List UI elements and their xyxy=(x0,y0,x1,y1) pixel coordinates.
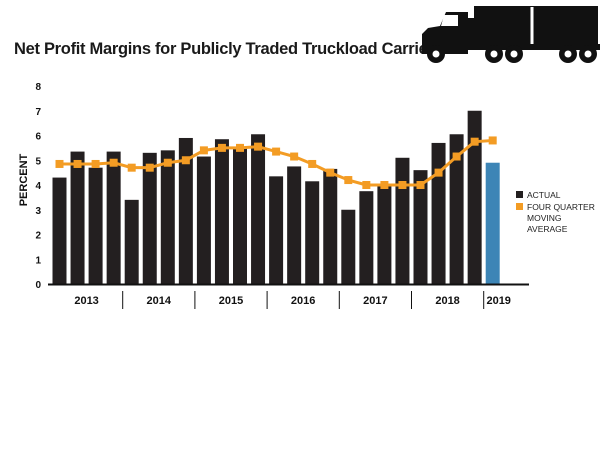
bar-2017-q3 xyxy=(377,185,392,284)
bar-2018-q3 xyxy=(449,134,464,284)
y-tick-label: 0 xyxy=(35,280,41,291)
moving-average-marker xyxy=(452,152,461,161)
bar-2015-q3 xyxy=(233,147,247,284)
moving-average-marker xyxy=(73,159,82,168)
moving-average-marker xyxy=(326,168,335,177)
bar-2014-q3 xyxy=(160,150,175,284)
bar-2015-q1 xyxy=(196,156,211,284)
bar-2017-q1 xyxy=(341,209,356,284)
moving-average-marker xyxy=(181,156,190,165)
moving-average-marker xyxy=(470,137,479,146)
y-tick-label: 6 xyxy=(35,132,41,143)
x-year-label-2013: 2013 xyxy=(74,295,98,307)
legend-moving-average: FOUR QUARTER MOVING AVERAGE xyxy=(516,202,600,235)
moving-average-marker xyxy=(308,159,317,168)
bar-2014-q4 xyxy=(178,137,193,284)
moving-average-marker xyxy=(290,152,299,161)
moving-average-marker xyxy=(254,142,263,151)
moving-average-marker xyxy=(199,146,208,155)
legend-average-label-2: MOVING AVERAGE xyxy=(527,213,568,234)
moving-average-marker xyxy=(416,181,425,189)
y-tick-label: 1 xyxy=(35,255,41,266)
bar-2016-q3 xyxy=(305,181,320,284)
bar-2018-q4 xyxy=(467,110,482,284)
legend-actual-swatch xyxy=(516,191,523,198)
bar-2015-q4 xyxy=(251,134,266,284)
moving-average-marker xyxy=(344,176,353,185)
moving-average-marker xyxy=(163,158,172,167)
bar-2014-q1 xyxy=(124,199,139,284)
moving-average-marker xyxy=(362,181,371,189)
moving-average-marker xyxy=(91,159,100,168)
y-tick-label: 5 xyxy=(35,156,41,167)
bar-2013-q3 xyxy=(88,167,103,284)
moving-average-marker xyxy=(434,168,443,177)
moving-average-marker xyxy=(398,181,407,189)
bar-2013-q2 xyxy=(70,151,85,284)
x-year-label-2014: 2014 xyxy=(147,295,172,307)
moving-average-marker xyxy=(272,147,281,156)
bar-2018-q2 xyxy=(431,142,446,284)
legend-average-swatch xyxy=(516,203,523,210)
moving-average-marker xyxy=(217,143,226,152)
x-year-label-2019: 2019 xyxy=(486,295,510,307)
chart-title: Net Profit Margins for Publicly Traded T… xyxy=(14,40,443,58)
moving-average-marker xyxy=(488,136,497,145)
bar-2013-q4 xyxy=(106,151,121,284)
moving-average-marker xyxy=(236,143,244,152)
bar-2016-q4 xyxy=(323,168,338,284)
y-tick-label: 3 xyxy=(35,206,41,217)
moving-average-marker xyxy=(55,159,64,168)
bar-2013-q1 xyxy=(52,177,67,284)
x-year-label-2015: 2015 xyxy=(219,295,243,307)
y-tick-label: 2 xyxy=(35,231,41,242)
bar-2017-q4 xyxy=(395,157,410,284)
legend-actual: ACTUAL xyxy=(516,190,561,201)
bar-2014-q2 xyxy=(142,152,157,284)
bar-2016-q1 xyxy=(269,176,284,284)
moving-average-marker xyxy=(109,158,118,167)
moving-average-marker xyxy=(127,163,136,172)
legend-average-label-1: FOUR QUARTER xyxy=(527,202,595,212)
truck-icon xyxy=(422,6,600,63)
bar-2016-q2 xyxy=(287,166,302,284)
legend-actual-label: ACTUAL xyxy=(527,190,561,200)
bar-2018-q1 xyxy=(413,170,428,284)
y-tick-label: 4 xyxy=(35,181,41,192)
moving-average-marker xyxy=(145,163,154,172)
y-tick-label: 7 xyxy=(35,107,41,118)
bar-2015-q2 xyxy=(214,139,229,284)
bar-2017-q2 xyxy=(359,191,374,284)
y-tick-label: 8 xyxy=(35,82,41,93)
moving-average-marker xyxy=(380,181,389,189)
x-year-label-2017: 2017 xyxy=(363,295,387,307)
y-axis-label: PERCENT xyxy=(18,153,30,206)
bar-2019-q1 xyxy=(485,162,500,284)
x-year-label-2016: 2016 xyxy=(291,295,315,307)
x-year-label-2018: 2018 xyxy=(435,295,459,307)
